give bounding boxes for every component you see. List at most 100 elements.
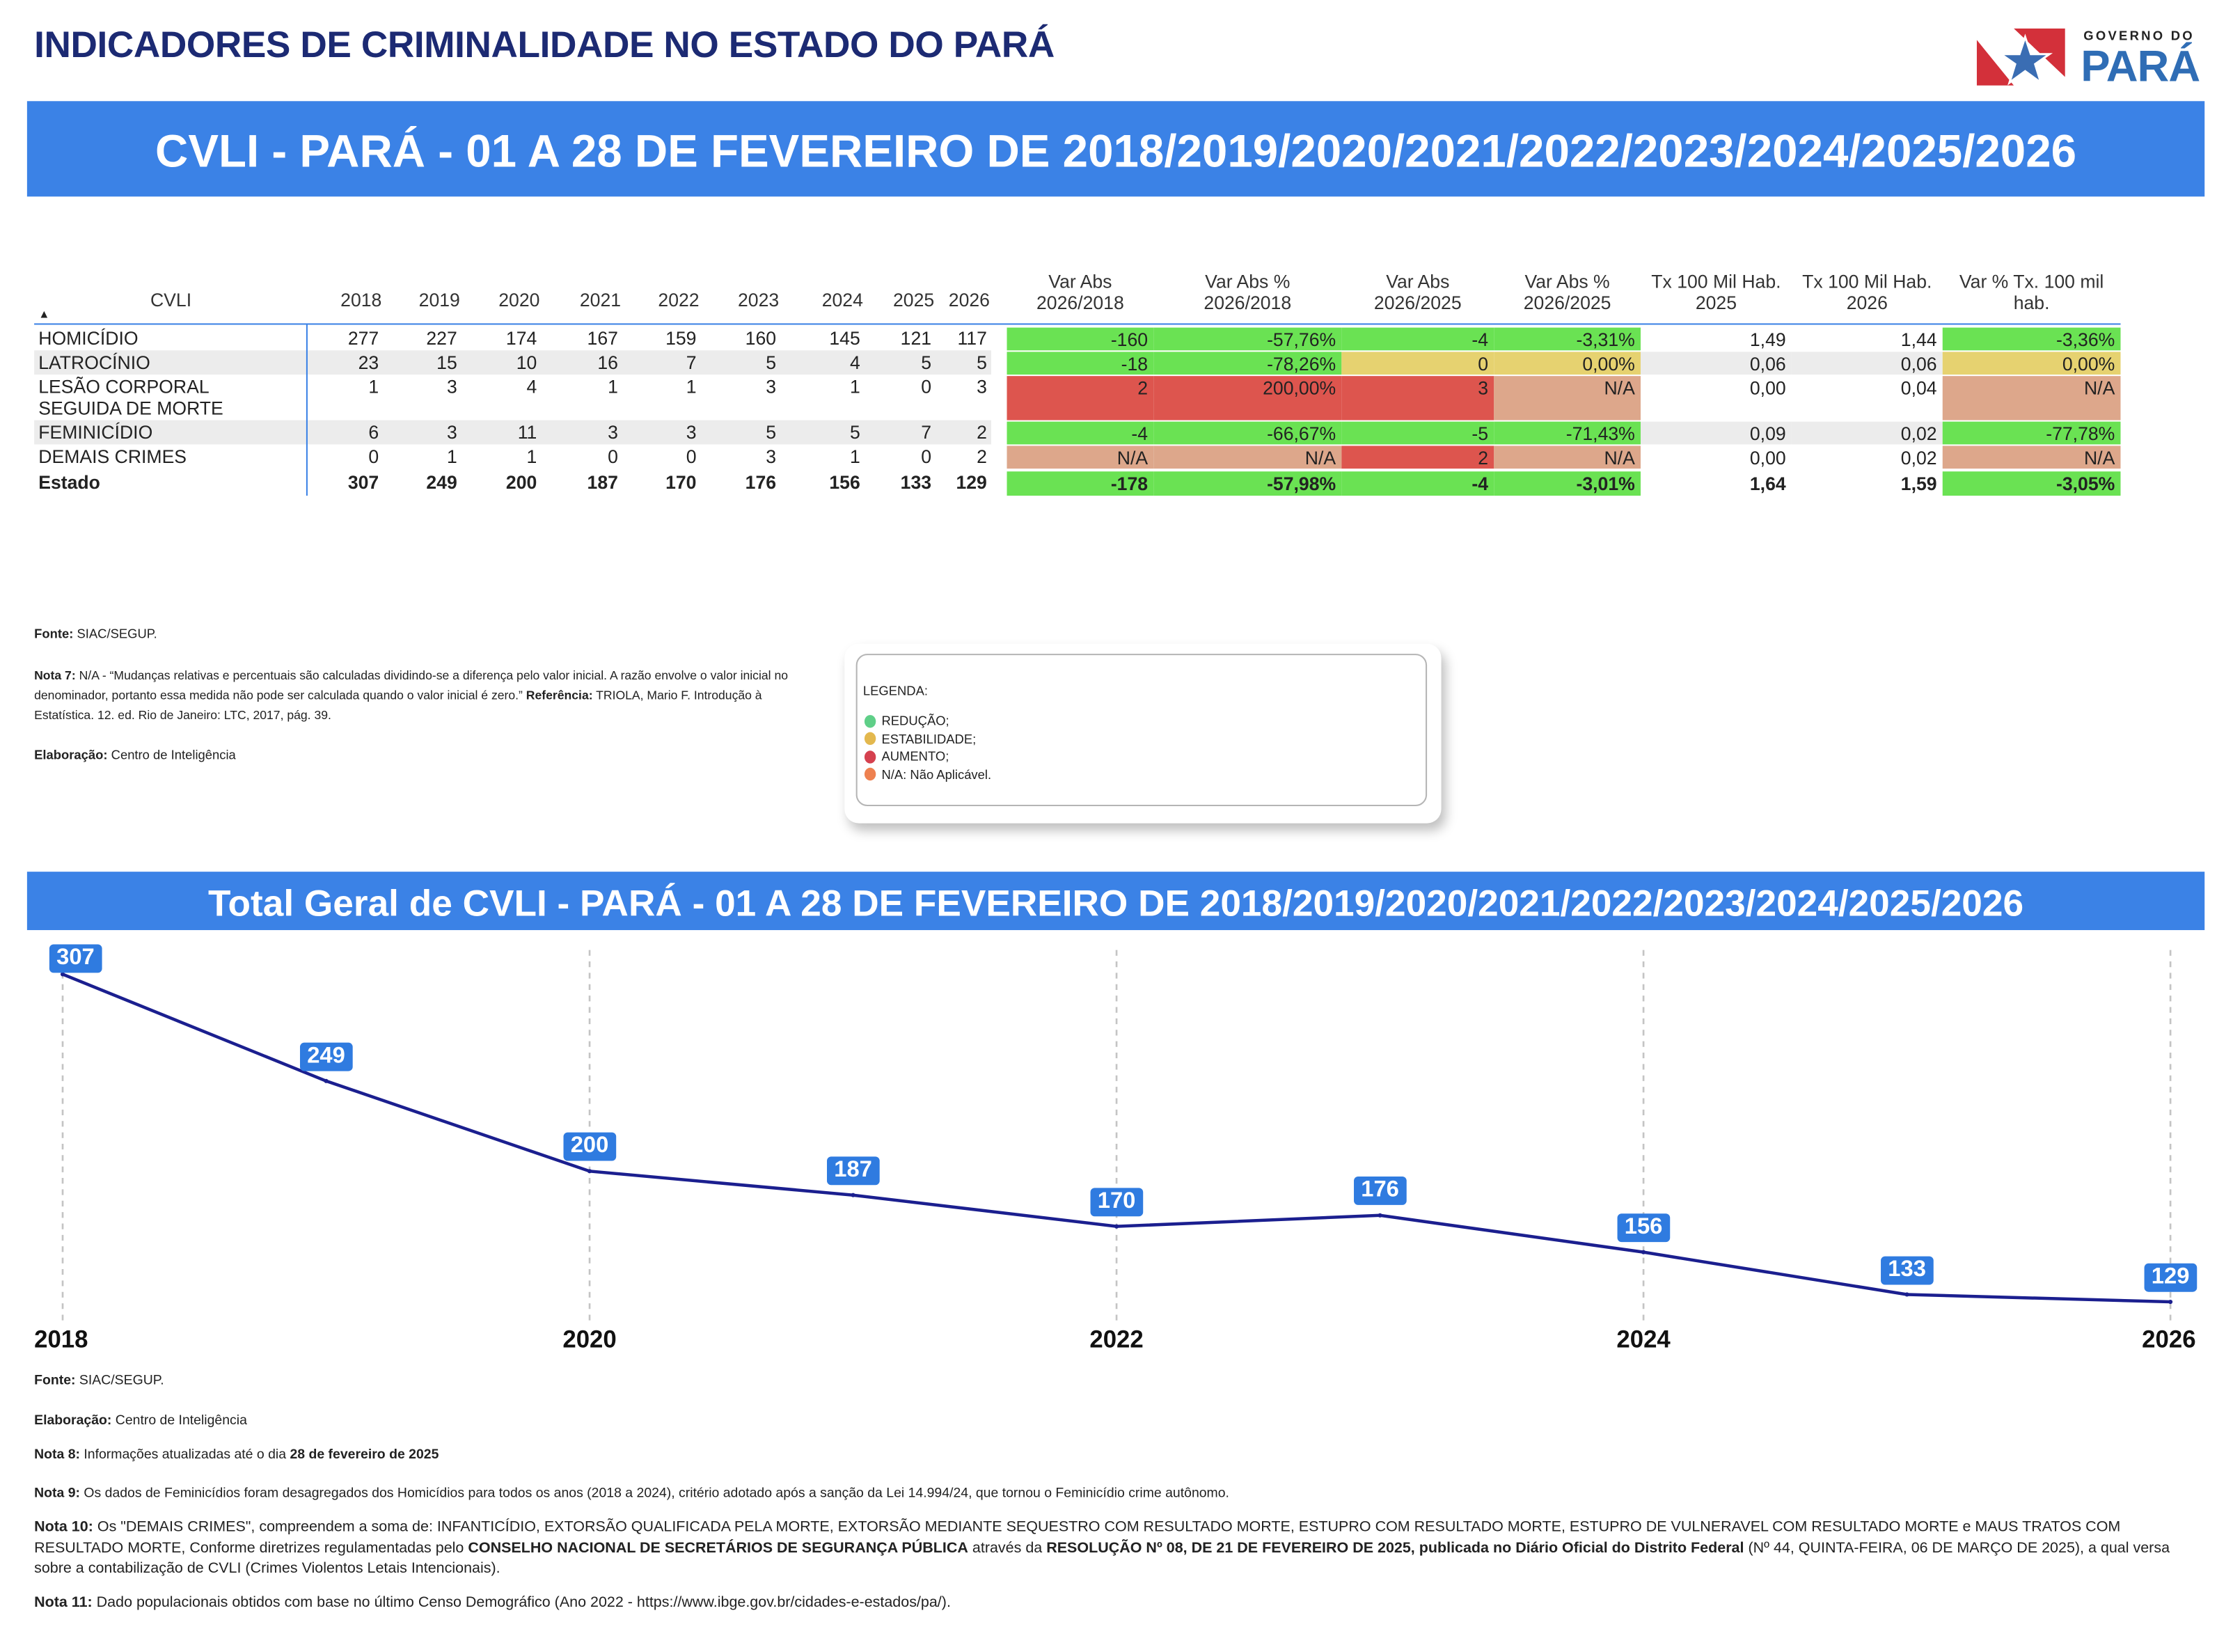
table-header-line — [34, 323, 2121, 325]
data-point[interactable] — [1114, 1224, 1119, 1229]
year-value-cell: 145 — [829, 327, 860, 349]
col-header-line2: 2026 — [1846, 292, 1888, 314]
legend-label: ESTABILIDADE; — [881, 732, 977, 746]
metric-cell: 1,64 — [1640, 471, 1792, 496]
data-point[interactable] — [1378, 1213, 1382, 1218]
elab-label: Elaboração: — [34, 1413, 112, 1429]
legend-item: AUMENTO; — [864, 748, 991, 766]
data-label: 307 — [49, 944, 102, 973]
year-value-cell: 1 — [446, 446, 457, 468]
metric-cell: 0,00 — [1640, 446, 1792, 469]
col-header-metric: Var Abs % 2026/2025 — [1494, 271, 1641, 313]
data-point[interactable] — [587, 1169, 592, 1174]
data-point[interactable] — [1641, 1250, 1646, 1254]
metric-cell: -66,67% — [1153, 421, 1342, 445]
metric-cell: N/A — [1153, 446, 1342, 469]
x-tick-label: 2024 — [1616, 1325, 1671, 1353]
col-header-metric: Var Abs 2026/2025 — [1341, 271, 1494, 313]
year-value-cell: 129 — [956, 471, 987, 493]
metric-cell: 0,00% — [1494, 352, 1641, 375]
source-note-top: Fonte: SIAC/SEGUP. — [34, 624, 157, 644]
data-label: 176 — [1354, 1177, 1407, 1206]
year-value-cell: 5 — [766, 352, 777, 374]
metric-cell: -57,98% — [1153, 471, 1342, 496]
legend-label: N/A: Não Aplicável. — [881, 767, 992, 782]
metric-cell: -3,31% — [1494, 327, 1641, 351]
legend-item: N/A: Não Aplicável. — [864, 766, 992, 784]
table-divider — [306, 324, 308, 496]
fonte-label: Fonte: — [34, 1373, 76, 1389]
col-header-metric: Var Abs % 2026/2018 — [1153, 271, 1341, 313]
metric-cell: N/A — [1494, 446, 1641, 469]
logo-text-top: GOVERNO DO — [2083, 28, 2195, 43]
legend-dot-icon — [864, 768, 876, 781]
year-value-cell: 159 — [665, 327, 697, 349]
nota8-date: 28 de fevereiro de 2025 — [290, 1447, 439, 1463]
nota-11: Nota 11: Dado populacionais obtidos com … — [34, 1592, 951, 1613]
legend-item: ESTABILIDADE; — [864, 730, 991, 748]
metric-cell: 0,02 — [1791, 446, 1943, 469]
nota-9: Nota 9: Os dados de Feminicídios foram d… — [34, 1484, 1229, 1505]
elaboracao-note-bottom: Elaboração: Centro de Inteligência — [34, 1412, 247, 1433]
year-value-cell: 5 — [921, 352, 932, 374]
nota10-resolution: RESOLUÇÃO Nº 08, DE 21 DE FEVEREIRO DE 2… — [1046, 1539, 1744, 1557]
year-value-cell: 3 — [977, 376, 987, 398]
year-value-cell: 3 — [446, 376, 457, 398]
year-value-cell: 160 — [745, 327, 777, 349]
metric-cell: 3 — [1341, 376, 1494, 420]
x-tick-label: 2022 — [1089, 1325, 1144, 1353]
col-header-year: 2025 — [893, 289, 935, 311]
metric-cell: -5 — [1341, 421, 1494, 445]
data-label: 170 — [1090, 1188, 1143, 1217]
metric-cell: 1,49 — [1640, 327, 1792, 351]
chart-banner: Total Geral de CVLI - PARÁ - 01 A 28 DE … — [26, 872, 2205, 931]
metric-cell: -178 — [1007, 471, 1154, 496]
nota9-text: Os dados de Feminicídios foram desagrega… — [79, 1485, 1229, 1502]
data-point[interactable] — [2168, 1299, 2173, 1305]
metric-cell: 0,06 — [1640, 352, 1792, 375]
data-label: 249 — [299, 1042, 353, 1071]
year-value-cell: 277 — [347, 327, 379, 349]
logo-text-main: PARÁ — [2081, 41, 2200, 91]
col-header-line1: Var Abs % — [1524, 270, 1610, 292]
year-value-cell: 16 — [597, 352, 618, 374]
metric-cell: -78,26% — [1153, 352, 1342, 375]
nota7-label: Nota 7: — [34, 668, 76, 683]
year-value-cell: 3 — [766, 376, 777, 398]
data-label: 129 — [2144, 1263, 2197, 1292]
year-value-cell: 227 — [426, 327, 457, 349]
year-value-cell: 0 — [921, 376, 932, 398]
nota10-council: CONSELHO NACIONAL DE SECRETÁRIOS DE SEGU… — [468, 1539, 968, 1557]
legend-box: LEGENDA: REDUÇÃO; ESTABILIDADE; AUMENTO; N/… — [855, 654, 1428, 807]
nota10-text: Os "DEMAIS CRIMES", compreendem a soma d… — [34, 1518, 2121, 1557]
row-background — [34, 350, 992, 375]
data-point[interactable] — [851, 1193, 855, 1197]
row-label: Estado — [38, 471, 100, 493]
ibge-link[interactable]: https://www.ibge.gov.br/cidades-e-estado… — [636, 1594, 942, 1612]
col-header-line2: hab. — [2013, 292, 2050, 314]
col-header-metric: Tx 100 Mil Hab. 2025 — [1641, 271, 1792, 313]
nota-8: Nota 8: Informações atualizadas até o di… — [34, 1446, 439, 1467]
year-value-cell: 4 — [526, 376, 537, 398]
data-point[interactable] — [60, 972, 65, 977]
nota8-text: Informações atualizadas até o dia — [79, 1447, 290, 1463]
elab-label: Elaboração: — [34, 748, 108, 762]
nota11-text: Dado populacionais obtidos com base no ú… — [92, 1594, 637, 1612]
sort-ascending-icon[interactable]: ▲ — [38, 307, 50, 321]
data-point[interactable] — [1904, 1292, 1909, 1297]
metric-cell: -3,36% — [1942, 327, 2121, 351]
elaboracao-note-top: Elaboração: Centro de Inteligência — [34, 745, 236, 765]
row-background — [34, 420, 992, 445]
data-point[interactable] — [324, 1078, 329, 1083]
metric-cell: -160 — [1007, 327, 1154, 351]
col-header-line1: Var % Tx. 100 mil — [1959, 270, 2104, 292]
col-header-metric: Var % Tx. 100 mil hab. — [1943, 271, 2121, 313]
data-label: 200 — [563, 1133, 616, 1162]
year-value-cell: 1 — [849, 446, 860, 468]
legend-dot-icon — [864, 732, 876, 746]
year-value-cell: 200 — [505, 471, 537, 493]
col-header-line1: Var Abs — [1386, 270, 1450, 292]
year-value-cell: 6 — [368, 421, 379, 443]
nota8-label: Nota 8: — [34, 1447, 80, 1463]
